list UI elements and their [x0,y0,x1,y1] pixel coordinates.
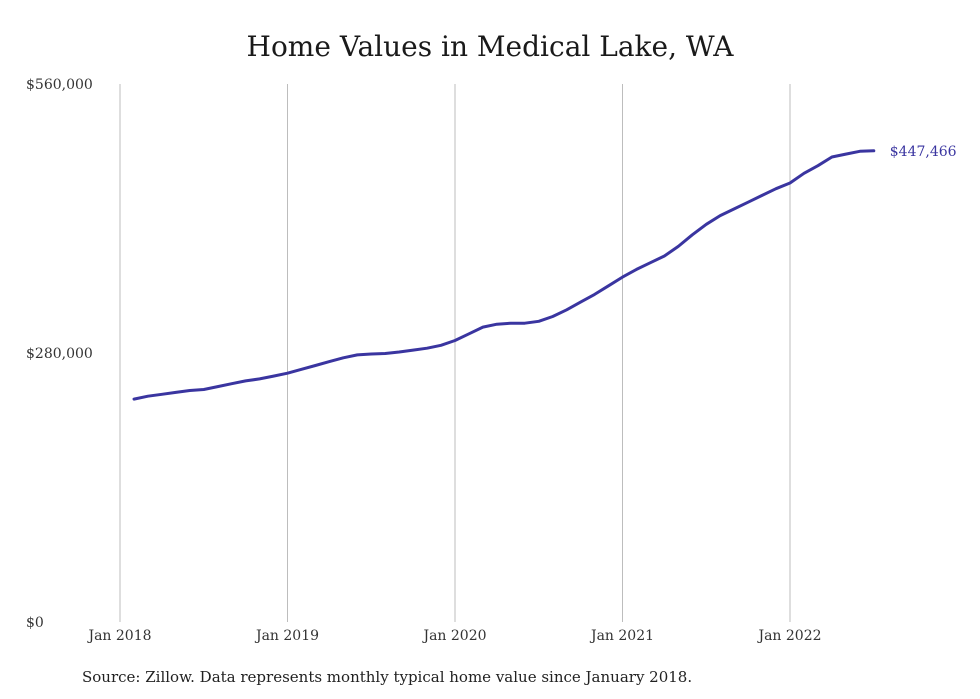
data-point [816,164,819,167]
data-point [258,377,261,380]
y-tick-label: $560,000 [26,77,93,93]
data-point [328,360,331,363]
data-point [844,153,847,156]
data-point [481,326,484,329]
x-tick-label: Jan 2022 [756,628,821,644]
data-point [802,172,805,175]
data-point [146,395,149,398]
data-point [286,372,289,375]
data-point [551,315,554,318]
data-point [300,368,303,371]
data-point [761,194,764,197]
data-point [370,352,373,355]
end-value-label: $447,466 [890,144,957,160]
data-point [467,332,470,335]
data-point [872,149,875,152]
data-point [440,344,443,347]
data-point [384,352,387,355]
data-point [160,393,163,396]
data-point [565,308,568,311]
x-tick-label: Jan 2020 [421,628,486,644]
data-point [858,150,861,153]
data-point [691,233,694,236]
data-point [188,389,191,392]
x-tick-label: Jan 2018 [86,628,151,644]
data-point [677,245,680,248]
data-point [174,391,177,394]
data-point [593,293,596,296]
axis-labels: Jan 2018 Jan 2019 Jan 2020 Jan 2021 Jan 2022… [26,77,822,644]
data-point [635,268,638,271]
data-point [607,284,610,287]
y-tick-label: $0 [26,615,44,631]
chart-title: Home Values in Medical Lake, WA [246,30,734,63]
data-point [537,320,540,323]
data-point [230,382,233,385]
data-point [314,364,317,367]
data-point [342,356,345,359]
y-tick-label: $280,000 [26,346,93,362]
data-point [398,351,401,354]
data-point [775,187,778,190]
data-point [789,181,792,184]
data-point [719,214,722,217]
data-point [621,276,624,279]
data-point [705,223,708,226]
gridlines [119,84,791,622]
data-point [523,322,526,325]
data-point [202,388,205,391]
source-note: Source: Zillow. Data represents monthly … [82,668,693,686]
data-point [132,398,135,401]
data-point [649,261,652,264]
x-tick-label: Jan 2021 [589,628,654,644]
data-point [356,353,359,356]
data-point [244,379,247,382]
data-point [830,156,833,159]
data-point [454,339,457,342]
data-point [509,322,512,325]
data-point [579,301,582,304]
series-layer: $447,466 [132,144,957,401]
data-point [412,349,415,352]
data-point [426,347,429,350]
data-point [495,323,498,326]
data-point [272,375,275,378]
series-line [132,149,876,401]
data-point [663,254,666,257]
data-point [216,385,219,388]
data-point [747,201,750,204]
data-point [733,207,736,210]
x-tick-label: Jan 2019 [254,628,319,644]
